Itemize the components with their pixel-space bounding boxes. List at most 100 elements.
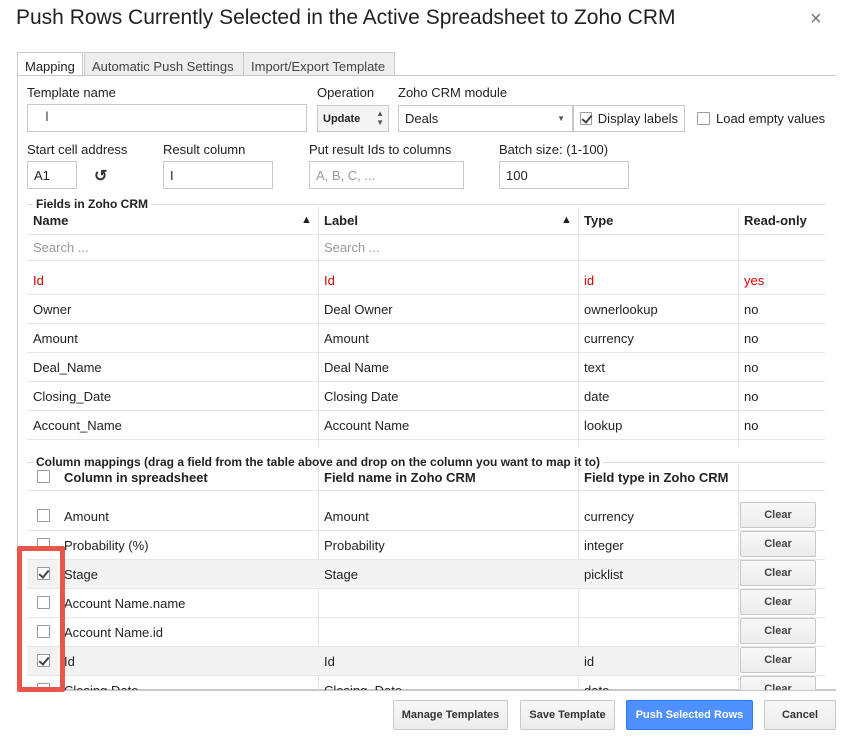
module-label: Zoho CRM module: [398, 85, 508, 100]
mapping-field[interactable]: Amount: [324, 508, 369, 524]
field-label: Account Name: [324, 417, 410, 433]
start-cell-label: Start cell address: [27, 142, 128, 157]
mapping-field[interactable]: Closing_Date: [324, 682, 403, 691]
row-checkbox[interactable]: [37, 654, 50, 667]
row-checkbox[interactable]: [37, 683, 50, 690]
mapping-field[interactable]: Probability: [324, 537, 385, 553]
col-header-column-in-spreadsheet: Column in spreadsheet: [64, 469, 208, 485]
batch-size-label: Batch size: (1-100): [499, 142, 609, 157]
template-name-input[interactable]: [27, 104, 307, 132]
field-type: currency: [584, 330, 634, 346]
annotation-highlight-box: [17, 546, 65, 692]
mapping-column[interactable]: Amount: [64, 508, 109, 524]
display-labels-text: Display labels: [597, 111, 678, 126]
field-type: ownerlookup: [584, 301, 658, 317]
col-header-field-name: Field name in Zoho CRM: [324, 469, 476, 485]
result-ids-label: Put result Ids to columns: [309, 142, 452, 157]
col-header-type[interactable]: Type: [584, 213, 614, 228]
sort-asc-icon[interactable]: ▲: [301, 214, 312, 226]
mapping-type: currency: [584, 508, 634, 524]
mapping-column[interactable]: Account Name.id: [64, 624, 163, 640]
col-header-label[interactable]: Label: [324, 213, 358, 228]
row-checkbox[interactable]: [37, 509, 50, 522]
updown-arrows-icon: ▲ ▼: [376, 109, 384, 127]
mappings-section-title: Column mappings (drag a field from the t…: [33, 455, 604, 469]
field-readonly: no: [744, 301, 759, 317]
field-label: Id: [324, 272, 335, 288]
display-labels-toggle[interactable]: Display labels: [573, 105, 685, 132]
mapping-column[interactable]: Closing Date: [64, 682, 139, 691]
sort-asc-icon[interactable]: ▲: [561, 214, 572, 226]
field-label: Closing Date: [324, 388, 399, 404]
row-checkbox[interactable]: [37, 567, 50, 580]
close-icon[interactable]: ×: [810, 8, 822, 30]
selected-row-highlight: [27, 560, 738, 588]
module-select[interactable]: Deals ▼: [398, 105, 573, 132]
fields-table: [27, 204, 825, 447]
refresh-icon[interactable]: ↺: [94, 168, 108, 185]
field-type: id: [584, 272, 595, 288]
col-header-field-type: Field type in Zoho CRM: [584, 469, 729, 485]
field-name[interactable]: Amount: [33, 330, 78, 346]
batch-size-input[interactable]: 100: [499, 161, 629, 189]
result-column-input[interactable]: I: [163, 161, 273, 189]
push-selected-rows-button[interactable]: Push Selected Rows: [626, 700, 753, 730]
mapping-column[interactable]: Stage: [64, 566, 98, 582]
display-labels-checkbox[interactable]: [580, 112, 592, 125]
label-search-input[interactable]: Search ...: [324, 239, 380, 255]
clear-button[interactable]: Clear: [740, 676, 816, 690]
operation-label: Operation: [317, 85, 375, 100]
tab-automatic-push-settings[interactable]: Automatic Push Settings: [84, 52, 258, 76]
field-readonly: no: [744, 359, 759, 375]
field-name[interactable]: Deal_Name: [33, 359, 102, 375]
clear-button[interactable]: Clear: [740, 647, 816, 673]
clear-button[interactable]: Clear: [740, 531, 816, 557]
chevron-down-icon: ▼: [557, 114, 565, 123]
tab-mapping[interactable]: Mapping: [17, 52, 83, 77]
select-all-checkbox[interactable]: [37, 470, 50, 483]
manage-templates-button[interactable]: Manage Templates: [393, 700, 508, 730]
mapping-panel: [17, 75, 836, 690]
mapping-type: date: [584, 682, 610, 691]
field-label: Deal Owner: [324, 301, 393, 317]
clear-button[interactable]: Clear: [740, 560, 816, 586]
field-label: Deal Name: [324, 359, 390, 375]
field-name[interactable]: Closing_Date: [33, 388, 112, 404]
mapping-type: integer: [584, 537, 624, 553]
field-name[interactable]: Owner: [33, 301, 72, 317]
module-value: Deals: [405, 111, 439, 126]
col-header-name[interactable]: Name: [33, 213, 69, 228]
field-type: date: [584, 388, 610, 404]
mapping-field[interactable]: Stage: [324, 566, 358, 582]
selected-row-highlight: [27, 647, 738, 675]
clear-button[interactable]: Clear: [740, 502, 816, 528]
save-template-button[interactable]: Save Template: [520, 700, 615, 730]
name-search-input[interactable]: Search ...: [33, 239, 89, 255]
mapping-field[interactable]: Id: [324, 653, 335, 669]
row-checkbox[interactable]: [37, 625, 50, 638]
mapping-column[interactable]: Id: [64, 653, 75, 669]
field-name[interactable]: Id: [33, 272, 44, 288]
load-empty-checkbox[interactable]: [697, 112, 710, 125]
mapping-column[interactable]: Account Name.name: [64, 595, 186, 611]
mapping-field[interactable]: [318, 589, 578, 617]
result-ids-input[interactable]: A, B, C, ...: [309, 161, 464, 189]
mapping-field[interactable]: [318, 618, 578, 646]
start-cell-input[interactable]: A1: [27, 161, 77, 189]
clear-button[interactable]: Clear: [740, 618, 816, 644]
row-checkbox[interactable]: [37, 596, 50, 609]
field-readonly: no: [744, 388, 759, 404]
field-type: lookup: [584, 417, 623, 433]
cancel-button[interactable]: Cancel: [764, 700, 836, 730]
field-name[interactable]: Account_Name: [33, 417, 122, 433]
tab-import-export-template[interactable]: Import/Export Template: [243, 52, 395, 76]
operation-value: Update: [323, 112, 361, 125]
mapping-type: [578, 618, 738, 646]
operation-select[interactable]: Update ▲ ▼: [317, 105, 389, 132]
mapping-column[interactable]: Probability (%): [64, 537, 149, 553]
col-header-readonly[interactable]: Read-only: [744, 213, 807, 228]
field-readonly: no: [744, 330, 759, 346]
field-label: Amount: [324, 330, 369, 346]
clear-button[interactable]: Clear: [740, 589, 816, 615]
result-column-label: Result column: [163, 142, 246, 157]
